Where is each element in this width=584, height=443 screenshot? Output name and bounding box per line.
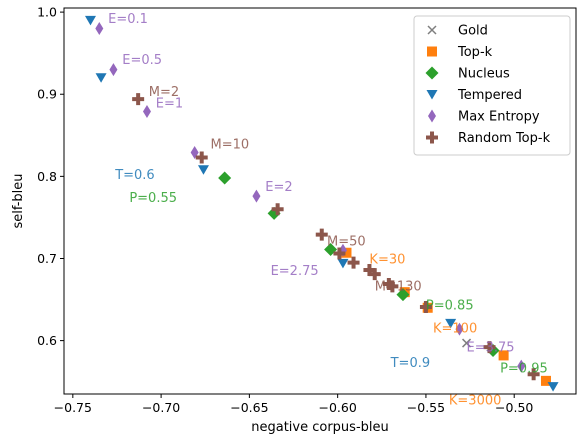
x-tick-label: −0.50 [495,400,533,415]
data-point-random-top-k [363,263,376,276]
data-point-top-k [498,350,509,361]
data-point-gold [462,338,472,348]
x-tick-label: −0.70 [142,400,180,415]
legend-label: Max Entropy [458,110,540,125]
legend-marker-tempered [426,90,438,100]
annotation-label: E=0.5 [122,53,162,68]
y-tick-label: 0.6 [37,333,57,348]
legend-marker-gold [427,25,437,35]
legend-label: Nucleus [458,67,510,82]
legend-label: Top-k [457,45,493,60]
annotation-label: E=0.1 [108,12,148,27]
annotation-label: M=130 [375,280,422,295]
annotation-label: E=2 [265,180,292,195]
data-point-top-k [540,375,551,386]
legend-item-random-top-k: Random Top-k [426,131,551,146]
data-point-max-entropy [95,22,104,36]
data-point-nucleus [218,171,232,185]
data-point-random-top-k [382,277,395,290]
x-tick-label: −0.60 [318,400,356,415]
data-point-max-entropy [109,63,118,77]
annotations-layer: E=0.1E=0.5M=2E=1M=10T=0.6P=0.55E=2M=50K=… [108,12,548,409]
y-tick-label: 0.8 [37,169,57,184]
annotation-label: P=0.55 [129,191,177,206]
legend-item-top-k: Top-k [427,45,493,60]
series-random-top-k [132,93,540,381]
annotation-label: M=50 [327,234,366,249]
data-point-random-top-k [419,300,432,313]
data-point-random-top-k [347,256,360,269]
data-point-tempered [197,165,209,175]
data-point-random-top-k [386,280,399,293]
legend: Gold Top-k Nucleus Tempered Max Entropy Rando… [413,15,571,156]
data-point-max-entropy [517,359,526,373]
legend-marker-max-entropy [428,109,436,123]
y-tick-label: 1.0 [37,5,57,20]
legend-marker-random-top-k [426,131,438,144]
x-tick-label: −0.55 [407,400,445,415]
data-point-tempered [445,318,457,329]
data-point-random-top-k [195,151,208,164]
data-point-random-top-k [271,203,284,216]
legend-item-gold: Gold [427,24,488,39]
legend-marker-top-k [427,46,437,57]
annotation-label: K=100 [433,321,477,336]
annotation-label: P=0.95 [500,362,548,377]
annotation-label: K=3000 [449,394,502,409]
data-point-random-top-k [333,247,346,260]
legend-label: Gold [458,24,488,39]
data-point-random-top-k [527,368,540,381]
axes-layer: −0.75 −0.70 −0.65 −0.60 −0.55 −0.50 0.6 0.7 0.8 0… [11,5,577,435]
annotation-label: M=10 [211,137,250,152]
data-point-random-top-k [132,93,145,106]
annotation-label: T=0.9 [390,356,431,371]
x-tick-label: −0.75 [54,400,92,415]
legend-item-nucleus: Nucleus [425,66,510,82]
annotation-label: K=30 [369,252,405,267]
series-gold [462,338,472,348]
annotation-label: E=1 [156,96,183,111]
data-point-max-entropy [142,104,151,118]
x-axis-label: negative corpus-bleu [251,420,389,435]
points-layer [84,15,559,392]
y-axis-label: self-bleu [11,173,26,228]
data-point-random-top-k [315,228,328,241]
annotation-label: E=3.75 [467,340,515,355]
annotation-label: P=0.85 [426,298,474,313]
legend-item-max-entropy: Max Entropy [428,109,540,125]
y-tick-label: 0.7 [37,251,57,266]
data-point-tempered [95,73,107,83]
data-point-max-entropy [455,322,464,336]
series-tempered [84,15,559,392]
data-point-tempered [547,382,559,392]
data-point-random-top-k [368,268,381,281]
legend-label: Random Top-k [458,131,551,146]
legend-item-tempered: Tempered [426,88,522,103]
data-point-top-k [341,247,352,258]
legend-label: Tempered [457,88,522,103]
plot-frame [63,7,577,395]
x-tick-label: −0.65 [230,400,268,415]
data-point-tempered [84,15,96,26]
annotation-label: T=0.6 [114,168,155,183]
y-tick-label: 0.9 [37,87,57,102]
annotation-label: E=2.75 [271,264,319,279]
data-point-max-entropy [252,189,261,203]
legend-marker-nucleus [425,66,439,80]
legend-box [413,15,571,156]
annotation-label: M=2 [149,85,179,100]
data-point-random-top-k [483,341,496,354]
data-point-nucleus [396,288,410,302]
data-point-tempered [337,258,349,269]
